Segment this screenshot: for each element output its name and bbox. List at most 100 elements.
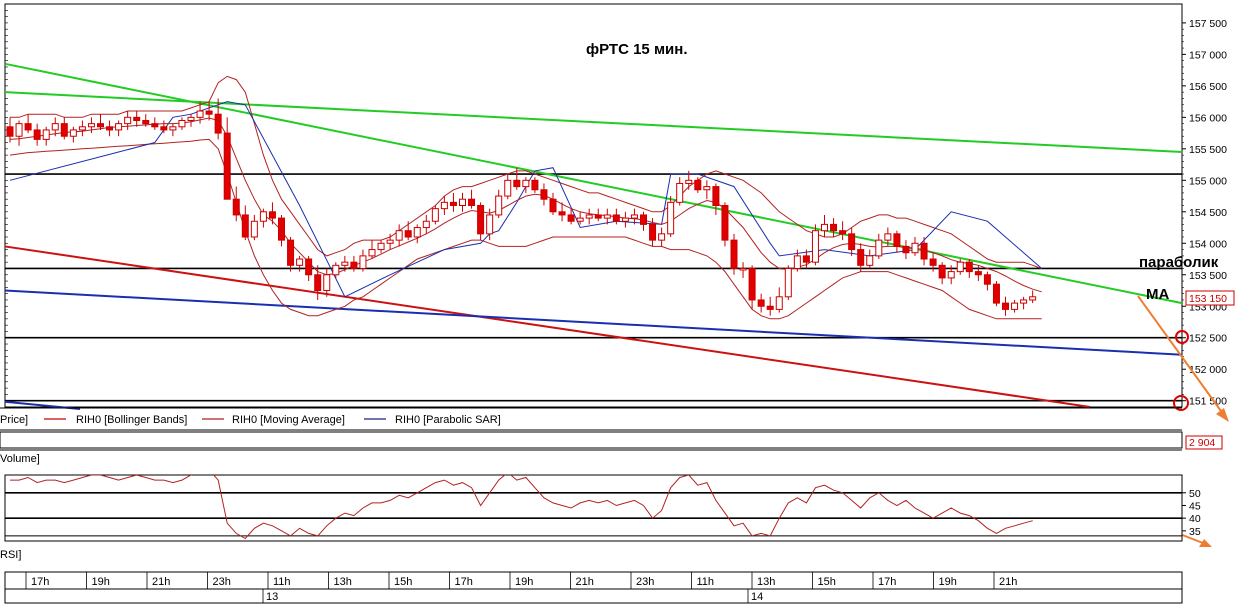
candle [504,174,512,200]
candle-body [667,201,675,235]
date-tick-label: 14 [751,591,763,603]
candle [974,265,982,282]
candle [278,214,285,247]
candle [78,120,86,137]
candle-body [223,132,231,200]
candle [187,114,195,127]
candle [395,224,403,247]
candle [621,211,629,228]
rsi-tick-label: 35 [1189,526,1201,538]
time-tick-label: 17h [878,576,896,588]
candle [51,117,59,137]
candle-body [97,123,104,128]
candle-body [341,261,349,266]
candle-body [612,214,620,222]
candle-body [712,186,720,206]
price-tick-label: 155 000 [1189,175,1227,187]
candle [69,126,77,143]
candle [558,202,566,222]
candle [992,281,1000,307]
candle-body [205,110,213,115]
candle-body [1002,302,1009,310]
candle [160,120,168,134]
candle [468,189,476,209]
rsi-levels [5,491,1182,537]
candle [6,117,14,143]
candle-body [920,242,928,260]
candle-body [911,242,919,254]
candle-body [721,205,729,241]
bollinger-lower [9,138,1042,320]
candle-body [694,179,702,191]
candle [495,189,503,219]
candle [350,255,358,272]
candle [730,233,738,275]
date-tick-label: 13 [266,591,278,603]
candle [440,196,448,215]
candle [522,177,530,193]
candle-body [875,239,883,257]
candle [449,192,457,212]
candle-body [60,123,68,137]
candle-body [866,255,874,266]
candle [33,123,41,146]
candle [1029,290,1037,304]
candle [404,221,412,241]
candle-body [603,214,611,219]
candle-body [178,119,186,128]
candle [169,123,177,137]
candle [920,236,928,266]
candle-body [739,267,747,271]
candle [477,202,485,241]
volume-value: 2 904 [1189,437,1215,449]
rsi-polyline [10,475,1033,540]
candle [1002,296,1009,316]
candle-body [214,113,222,134]
candle [386,233,394,250]
candle [902,240,910,260]
candle-body [621,217,629,222]
candle-body [449,201,457,206]
candle-body [296,258,304,266]
candle-body [929,258,937,266]
candle-body [513,179,521,188]
candle-body [893,233,901,247]
candle [712,183,720,215]
rsi-label: RSI] [0,549,21,561]
legend-parabolic-sar: RIH0 [Parabolic SAR] [395,414,501,426]
candle-body [323,274,331,292]
date-axis-labels: 13 14 [262,589,763,603]
candle-body [78,126,86,131]
candle-body [386,239,394,244]
candle-body [748,267,756,301]
candle [603,208,611,225]
candle [115,120,123,137]
time-tick-label: 21h [152,576,170,588]
candle-body [992,283,1000,304]
candle-body [649,223,657,241]
candle [15,120,23,146]
candle-body [6,126,14,137]
candle-body [305,258,313,276]
bollinger-upper [10,75,1042,269]
trendline [4,62,1183,305]
candle [196,101,204,124]
candle-body [160,126,168,131]
candle [287,236,295,272]
legend: Price] RIH0 [Bollinger Bands] RIH0 [Movi… [0,414,501,426]
candle-body [169,126,177,131]
candle [685,170,693,190]
candle [142,114,150,127]
candle [667,196,675,237]
candle-body [350,261,358,269]
candle [250,214,258,241]
candle [332,262,340,278]
candle [268,202,276,225]
candle [1020,296,1028,310]
legend-bollinger: RIH0 [Bollinger Bands] [76,414,187,426]
candle-body [42,129,50,140]
candle-body [15,123,23,137]
candle [314,265,322,300]
time-tick-label: 15h [394,576,412,588]
candle [413,224,421,244]
